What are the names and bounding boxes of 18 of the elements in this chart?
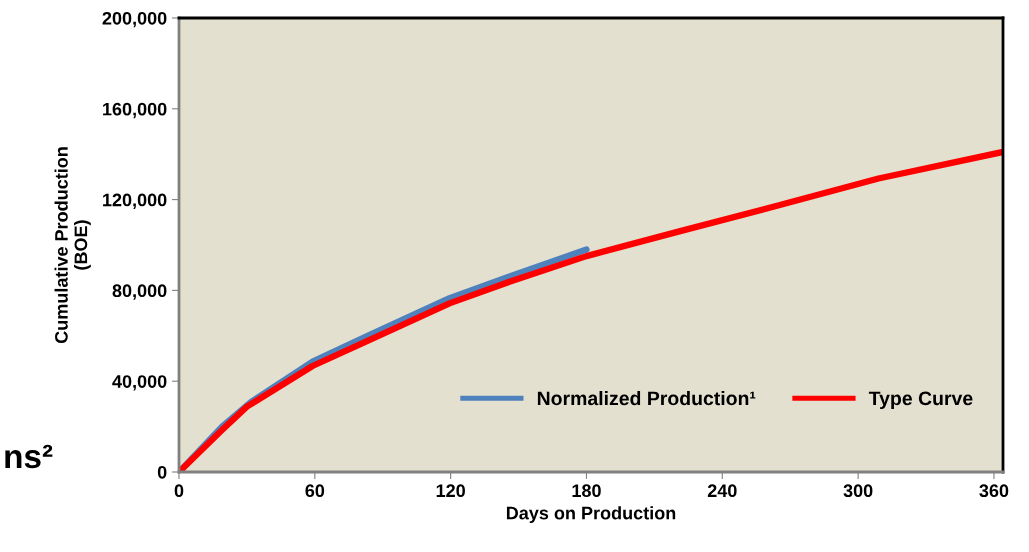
x-tick-label: 300 xyxy=(843,484,873,498)
y-tick-label: 80,000 xyxy=(112,284,167,300)
y-tick-label: 160,000 xyxy=(103,102,167,119)
x-tick-label: 240 xyxy=(707,484,737,498)
y-tick-label: 0 xyxy=(157,465,167,479)
x-tick-label: 120 xyxy=(436,484,465,498)
x-axis-title: Days on Production xyxy=(506,506,676,524)
x-tick-label: 180 xyxy=(572,484,601,498)
y-tick-label: 120,000 xyxy=(103,193,167,209)
x-tick-label: 360 xyxy=(979,484,1009,498)
legend-label: Type Curve xyxy=(868,391,973,410)
text: ns² xyxy=(5,444,53,469)
y-axis-title: Cumulative Production (BOE) xyxy=(54,147,91,344)
x-tick-label: 60 xyxy=(305,484,325,498)
x-tick-label: 0 xyxy=(174,484,184,498)
y-tick-label: 40,000 xyxy=(112,375,167,391)
legend-label: Normalized Production¹ xyxy=(537,390,756,406)
y-tick-label: 200,000 xyxy=(102,11,167,28)
